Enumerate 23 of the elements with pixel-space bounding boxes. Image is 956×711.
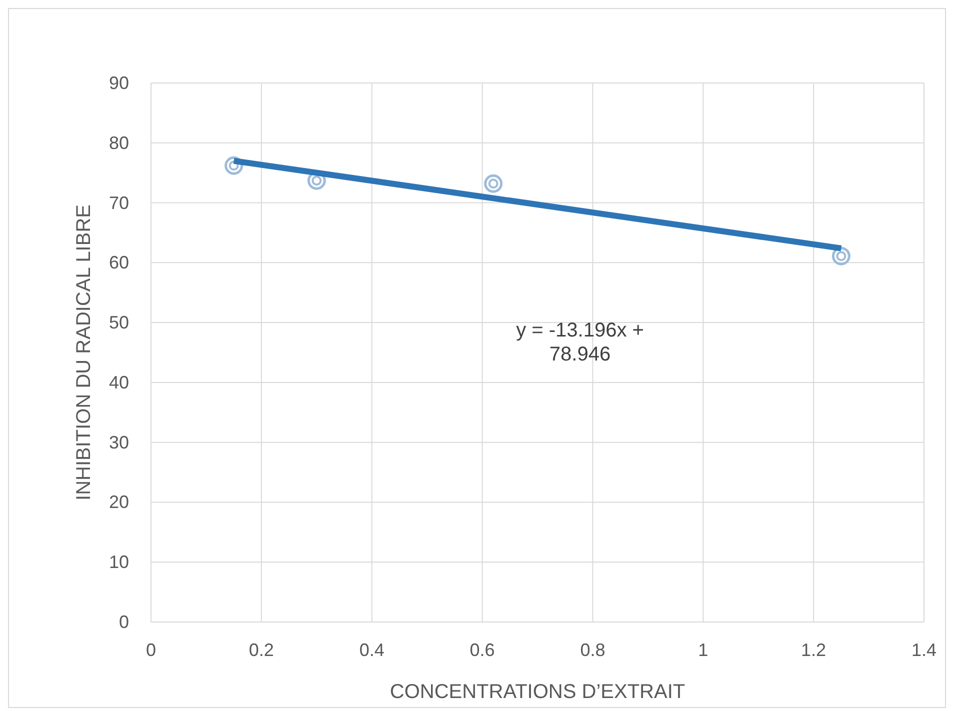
x-tick-label: 1 xyxy=(698,640,708,660)
y-tick-label: 50 xyxy=(108,312,129,333)
y-tick-label: 30 xyxy=(108,432,129,452)
annotation: y = -13.196x + 78.946 xyxy=(516,319,644,366)
x-tick-label: 0.4 xyxy=(359,640,384,660)
point xyxy=(484,174,503,193)
y-tick-label: 60 xyxy=(108,252,129,273)
x-tick-label: 0 xyxy=(146,640,156,660)
y-tick-label: 80 xyxy=(108,132,129,153)
y-tick-label: 0 xyxy=(118,612,129,632)
y-axis-title: INHIBITION DU RADICAL LIBRE xyxy=(73,204,95,500)
point xyxy=(832,246,850,266)
y-tick-label: 90 xyxy=(108,73,129,93)
x-tick-label: 1.2 xyxy=(801,640,826,660)
y-tick-label: 20 xyxy=(108,492,129,512)
x-tick-label: 0.2 xyxy=(248,640,274,660)
y-tick-label: 40 xyxy=(108,372,129,392)
y-tick-label: 10 xyxy=(108,552,129,572)
x-axis-title: CONCENTRATIONS D’EXTRAIT xyxy=(390,681,686,703)
x-tick-label: 0.6 xyxy=(470,640,495,660)
y-tick-label: 70 xyxy=(108,192,129,213)
x-tick-label: 0.8 xyxy=(580,640,606,660)
x-tick-label: 1.4 xyxy=(911,640,937,660)
